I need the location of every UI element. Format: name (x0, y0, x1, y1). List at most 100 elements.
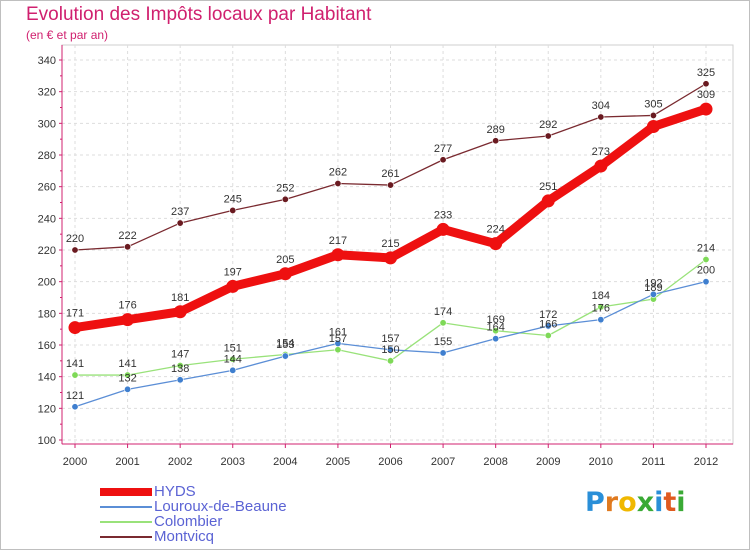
data-label: 325 (697, 67, 715, 79)
data-point (334, 346, 342, 354)
x-tick-label: 2003 (221, 456, 245, 468)
data-label: 172 (539, 309, 557, 321)
data-label: 141 (118, 358, 136, 370)
data-point (229, 355, 237, 363)
data-label: 171 (66, 308, 84, 320)
x-tick-label: 2006 (378, 456, 402, 468)
data-point (176, 362, 184, 370)
data-point (544, 132, 552, 140)
legend-label: Colombier (154, 513, 223, 530)
data-label: 176 (592, 303, 610, 315)
logo-letter: i (654, 487, 664, 518)
x-tick-label: 2010 (589, 456, 613, 468)
data-label: 192 (644, 277, 662, 289)
x-tick-label: 2000 (63, 456, 87, 468)
data-point (544, 331, 552, 339)
data-point (436, 222, 450, 236)
plot-area (61, 44, 734, 445)
data-label: 277 (434, 143, 452, 155)
data-point (68, 321, 82, 335)
data-label: 166 (539, 319, 557, 331)
data-point (229, 206, 237, 214)
y-tick-label: 140 (38, 372, 56, 384)
data-point (278, 267, 292, 281)
data-label: 157 (381, 333, 399, 345)
x-tick-label: 2004 (273, 456, 297, 468)
x-tick-label: 2007 (431, 456, 455, 468)
data-label: 153 (276, 339, 294, 351)
logo-letter: t (663, 487, 677, 518)
data-point (124, 371, 132, 379)
data-label: 245 (224, 193, 242, 205)
data-label: 217 (329, 235, 347, 247)
data-point (702, 278, 710, 286)
logo-letter: x (636, 487, 655, 518)
data-point (384, 251, 397, 265)
legend-swatch (100, 506, 152, 508)
data-point (541, 194, 555, 208)
chart-title: Evolution des Impôts locaux par Habitant (26, 4, 372, 25)
data-label: 174 (434, 306, 452, 318)
data-point (334, 339, 342, 347)
data-label: 289 (486, 124, 504, 136)
data-point (597, 316, 605, 324)
data-label: 121 (66, 390, 84, 402)
y-tick-label: 300 (38, 118, 56, 130)
data-label: 138 (171, 363, 189, 375)
data-point (226, 279, 240, 293)
data-point (492, 335, 500, 343)
legend-label: Montvicq (154, 528, 215, 545)
legend-label: HYDS (154, 483, 196, 500)
y-tick-label: 320 (38, 87, 56, 99)
data-point (176, 219, 184, 227)
y-tick-label: 260 (38, 182, 56, 194)
data-label: 305 (644, 98, 662, 110)
logo-letter: o (618, 487, 637, 518)
data-label: 141 (66, 358, 84, 370)
legend-label: Louroux-de-Beaune (154, 498, 287, 515)
data-label: 197 (224, 266, 242, 278)
y-tick-label: 200 (38, 277, 56, 289)
data-label: 233 (434, 209, 452, 221)
data-label: 155 (434, 336, 452, 348)
data-point (439, 319, 447, 327)
data-point (176, 376, 184, 384)
data-point (492, 327, 500, 335)
data-point (281, 195, 289, 203)
data-point (124, 385, 132, 393)
data-label: 224 (486, 224, 504, 236)
data-point (702, 255, 710, 263)
data-point (594, 159, 608, 173)
y-tick-label: 240 (38, 213, 56, 225)
data-point (334, 180, 342, 188)
data-point (331, 248, 345, 262)
y-tick-label: 120 (38, 403, 56, 415)
legend-swatch (100, 521, 152, 523)
y-tick-label: 160 (38, 340, 56, 352)
chart-subtitle: (en € et par an) (26, 28, 109, 42)
data-point (71, 403, 79, 411)
data-label: 309 (697, 89, 715, 101)
data-label: 237 (171, 206, 189, 218)
data-label: 157 (329, 333, 347, 345)
data-label: 215 (381, 238, 399, 250)
data-point (649, 290, 657, 298)
data-label: 200 (697, 265, 715, 277)
y-tick-label: 100 (38, 435, 56, 447)
data-label: 150 (381, 344, 399, 356)
y-tick-label: 180 (38, 308, 56, 320)
data-point (439, 349, 447, 357)
y-tick-label: 340 (38, 55, 56, 67)
data-point (597, 113, 605, 121)
data-point (71, 371, 79, 379)
data-point (597, 303, 605, 311)
data-label: 262 (329, 167, 347, 179)
data-label: 304 (592, 100, 610, 112)
data-point (229, 366, 237, 374)
data-label: 214 (697, 243, 715, 255)
proxiti-logo: Proxiti (585, 487, 686, 518)
data-point (489, 237, 503, 251)
x-tick-label: 2009 (536, 456, 560, 468)
data-label: 154 (276, 338, 294, 350)
